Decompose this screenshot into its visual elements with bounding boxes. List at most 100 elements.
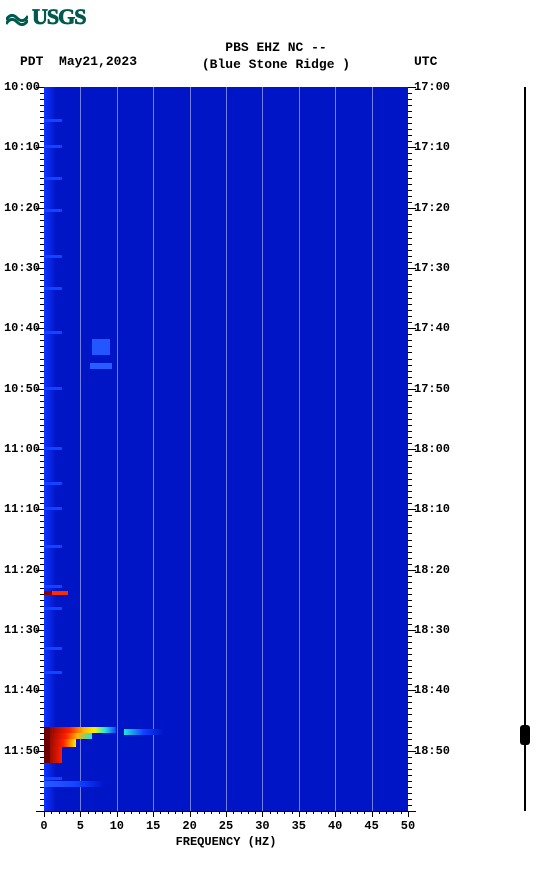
y-tick bbox=[40, 316, 44, 317]
lf-spark bbox=[44, 287, 62, 290]
y-tick bbox=[408, 781, 412, 782]
y-tick bbox=[40, 159, 44, 160]
x-tick-label: 10 bbox=[110, 819, 124, 833]
y-tick bbox=[36, 208, 44, 209]
y-tick bbox=[408, 395, 412, 396]
y-tick bbox=[408, 455, 412, 456]
x-tick-label: 25 bbox=[219, 819, 233, 833]
y-tick bbox=[408, 123, 412, 124]
y-tick bbox=[408, 401, 412, 402]
y-tick bbox=[40, 576, 44, 577]
lf-spark bbox=[44, 671, 62, 674]
y-tick bbox=[408, 479, 412, 480]
y-tick bbox=[408, 141, 412, 142]
y-tick bbox=[40, 654, 44, 655]
x-tick-label: 35 bbox=[292, 819, 306, 833]
y-tick bbox=[408, 178, 412, 179]
y-tick bbox=[408, 690, 416, 691]
y-tick bbox=[408, 87, 416, 88]
y-tick bbox=[408, 702, 412, 703]
y-tick bbox=[408, 93, 412, 94]
y-tick bbox=[408, 630, 416, 631]
y-tick bbox=[40, 262, 44, 263]
y-tick bbox=[40, 648, 44, 649]
y-right-label: 18:40 bbox=[414, 683, 454, 697]
y-tick bbox=[408, 600, 412, 601]
y-tick bbox=[40, 340, 44, 341]
date-label: May21,2023 bbox=[59, 54, 137, 69]
gridline bbox=[262, 87, 263, 811]
y-tick bbox=[40, 461, 44, 462]
y-tick bbox=[408, 365, 412, 366]
lf-spark bbox=[44, 331, 62, 334]
y-tick bbox=[40, 171, 44, 172]
y-tick bbox=[408, 564, 412, 565]
y-tick bbox=[36, 328, 44, 329]
y-tick bbox=[40, 594, 44, 595]
y-tick bbox=[408, 232, 412, 233]
lf-spark bbox=[44, 777, 62, 780]
y-tick bbox=[408, 521, 412, 522]
y-tick bbox=[408, 546, 412, 547]
y-left-label: 10:40 bbox=[0, 321, 40, 335]
gridline bbox=[226, 87, 227, 811]
lf-spark bbox=[44, 607, 62, 610]
y-tick bbox=[408, 721, 412, 722]
y-tick bbox=[408, 165, 412, 166]
y-tick bbox=[408, 540, 412, 541]
y-tick bbox=[408, 678, 412, 679]
y-tick bbox=[40, 479, 44, 480]
y-tick bbox=[408, 328, 416, 329]
y-left-label: 11:20 bbox=[0, 563, 40, 577]
amplitude-bar bbox=[524, 87, 526, 811]
y-tick bbox=[408, 461, 412, 462]
y-right-label: 17:20 bbox=[414, 201, 454, 215]
y-tick bbox=[40, 286, 44, 287]
y-tick bbox=[408, 419, 412, 420]
seismic-event bbox=[44, 727, 124, 763]
y-right-label: 17:10 bbox=[414, 140, 454, 154]
y-tick bbox=[408, 286, 412, 287]
y-tick bbox=[40, 678, 44, 679]
y-tick bbox=[40, 141, 44, 142]
feature-patch bbox=[44, 591, 52, 595]
y-tick bbox=[40, 805, 44, 806]
usgs-logo-text: USGS bbox=[32, 4, 85, 30]
y-tick bbox=[40, 714, 44, 715]
y-tick bbox=[40, 310, 44, 311]
y-tick bbox=[408, 202, 412, 203]
y-tick bbox=[40, 153, 44, 154]
y-tick bbox=[408, 515, 412, 516]
y-tick bbox=[40, 636, 44, 637]
y-tick bbox=[408, 425, 412, 426]
y-tick bbox=[408, 449, 416, 450]
y-tick bbox=[40, 455, 44, 456]
y-tick bbox=[408, 787, 412, 788]
usgs-wave-icon bbox=[6, 8, 28, 26]
y-tick bbox=[408, 570, 416, 571]
y-right-label: 18:10 bbox=[414, 502, 454, 516]
y-tick bbox=[40, 232, 44, 233]
y-tick bbox=[408, 485, 412, 486]
y-tick bbox=[40, 769, 44, 770]
y-tick bbox=[408, 624, 412, 625]
y-tick bbox=[408, 129, 412, 130]
y-tick bbox=[40, 739, 44, 740]
y-tick bbox=[40, 401, 44, 402]
pdt-date: PDT May21,2023 bbox=[20, 54, 137, 69]
lf-spark bbox=[44, 447, 62, 450]
y-tick bbox=[408, 769, 412, 770]
y-tick bbox=[408, 105, 412, 106]
y-tick bbox=[36, 811, 44, 812]
gridline bbox=[153, 87, 154, 811]
y-tick bbox=[408, 238, 412, 239]
y-tick bbox=[40, 564, 44, 565]
y-tick bbox=[40, 244, 44, 245]
y-tick bbox=[408, 503, 412, 504]
page: USGS PBS EHZ NC -- (Blue Stone Ridge ) P… bbox=[0, 0, 552, 892]
y-tick bbox=[408, 244, 412, 245]
y-left-label: 10:20 bbox=[0, 201, 40, 215]
y-tick bbox=[408, 714, 412, 715]
y-tick bbox=[40, 202, 44, 203]
utc-label: UTC bbox=[414, 54, 437, 69]
